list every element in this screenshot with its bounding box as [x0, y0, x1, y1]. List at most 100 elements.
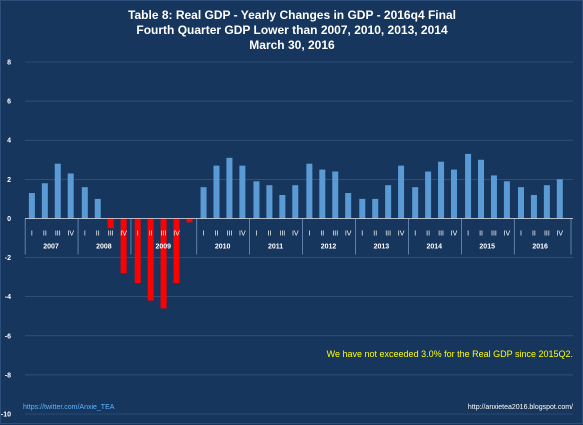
quarter-label: III [227, 230, 233, 237]
year-label: 2008 [96, 243, 112, 250]
quarter-label: III [332, 230, 338, 237]
chart-title: Table 8: Real GDP - Yearly Changes in GD… [128, 8, 456, 52]
bar [359, 198, 366, 219]
bar [490, 175, 497, 219]
quarter-label: IV [504, 230, 511, 237]
bar [54, 163, 61, 219]
y-tick-label: 6 [7, 99, 11, 106]
bar [173, 218, 180, 283]
bars [28, 153, 563, 309]
chart-title-line-3: March 30, 2016 [249, 38, 335, 52]
quarter-label: I [255, 230, 257, 237]
y-tick-label: 0 [7, 216, 11, 223]
bar [239, 165, 246, 219]
twitter-link[interactable]: https://twitter.com/Anxie_TEA [23, 404, 115, 411]
quarter-label: III [385, 230, 391, 237]
bar [67, 173, 74, 219]
y-tick-label: -6 [5, 333, 11, 340]
quarter-label: II [267, 230, 271, 237]
quarter-label: IV [556, 230, 563, 237]
y-tick-label: 2 [7, 177, 11, 184]
annotation-text: We have not exceeded 3.0% for the Real G… [327, 349, 573, 359]
quarter-label: IV [398, 230, 405, 237]
quarter-label: III [108, 230, 114, 237]
quarter-label: IV [239, 230, 246, 237]
bar [345, 193, 352, 219]
bar [292, 185, 299, 219]
y-tick-label: 8 [7, 60, 11, 67]
bar [412, 187, 419, 219]
bar [41, 183, 48, 219]
bar [81, 187, 88, 219]
bar [438, 161, 445, 219]
quarter-label: IV [451, 230, 458, 237]
year-label: 2013 [374, 243, 390, 250]
y-tick-label: -4 [5, 294, 11, 301]
quarter-label: I [414, 230, 416, 237]
quarter-label: II [426, 230, 430, 237]
bar [134, 218, 141, 283]
bar [530, 194, 537, 219]
bar [120, 218, 127, 274]
quarter-label: IV [67, 230, 74, 237]
quarter-label: I [520, 230, 522, 237]
quarter-label: II [373, 230, 377, 237]
year-label: 2009 [156, 243, 172, 250]
bar [226, 157, 233, 219]
quarter-label: III [55, 230, 61, 237]
quarter-label: IV [173, 230, 180, 237]
year-label: 2011 [268, 243, 283, 250]
chart-title-line-2: Fourth Quarter GDP Lower than 2007, 2010… [136, 23, 448, 37]
y-tick-label: -8 [5, 372, 11, 379]
bar [450, 169, 457, 219]
bar [94, 198, 101, 219]
bar [306, 163, 313, 219]
quarter-label: II [96, 230, 100, 237]
year-label: 2014 [427, 243, 443, 250]
bar [517, 187, 524, 219]
quarter-label: II [532, 230, 536, 237]
quarter-label: II [149, 230, 153, 237]
quarter-label: II [215, 230, 219, 237]
x-axis: I II III IV I II III IV I II III IV I II III IV I II III IV… [24, 218, 573, 255]
chart-title-line-1: Table 8: Real GDP - Yearly Changes in GD… [128, 8, 456, 22]
bar [253, 181, 260, 219]
quarter-label: IV [120, 230, 127, 237]
bar [543, 185, 550, 219]
bar [556, 179, 563, 219]
y-tick-label: -10 [1, 412, 11, 419]
bar [186, 218, 193, 223]
quarter-label: II [43, 230, 47, 237]
year-label: 2007 [43, 243, 59, 250]
quarter-label: II [479, 230, 483, 237]
year-label: 2016 [532, 243, 548, 250]
bar [332, 171, 339, 219]
year-label: 2012 [321, 243, 337, 250]
bar [107, 218, 114, 229]
quarter-label: I [361, 230, 363, 237]
bar [160, 218, 167, 309]
quarter-label: III [279, 230, 285, 237]
bar [372, 198, 379, 219]
quarter-label: I [203, 230, 205, 237]
y-tick-label: 4 [7, 138, 11, 145]
quarter-label: III [438, 230, 444, 237]
bar [213, 165, 220, 219]
bar [319, 169, 326, 219]
y-axis: -10 -8 -6 -4 -2 0 2 4 6 8 [1, 60, 11, 419]
bar [465, 153, 472, 219]
blog-link[interactable]: http://anxietea2016.blogspot.com/ [468, 404, 573, 411]
quarter-label: I [31, 230, 33, 237]
bar [200, 187, 207, 219]
bar [398, 165, 405, 219]
year-label: 2015 [479, 243, 495, 250]
quarter-label: I [467, 230, 469, 237]
bar [385, 185, 392, 219]
bar [425, 171, 432, 219]
quarter-label: III [544, 230, 550, 237]
quarter-label: III [491, 230, 497, 237]
bar [147, 218, 154, 301]
quarter-label: IV [292, 230, 299, 237]
